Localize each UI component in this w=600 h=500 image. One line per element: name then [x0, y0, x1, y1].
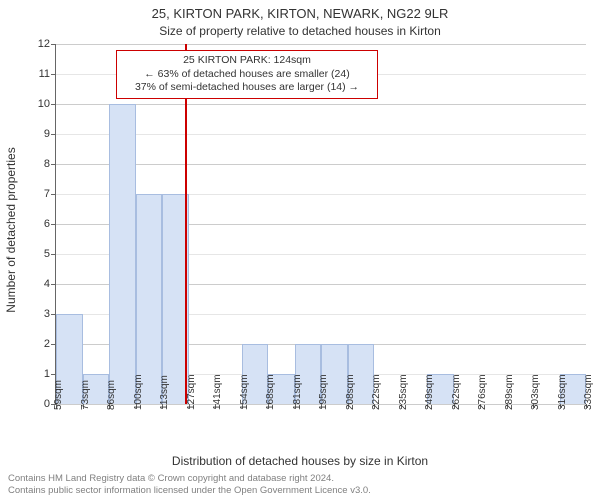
attribution-line-1: Contains HM Land Registry data © Crown c… — [8, 473, 371, 484]
xtick-label: 235sqm — [398, 374, 409, 410]
ytick-label: 12 — [38, 38, 56, 50]
annotation-line: ← 63% of detached houses are smaller (24… — [123, 68, 371, 82]
xtick-label: 141sqm — [212, 374, 223, 410]
xtick-label: 73sqm — [80, 380, 91, 410]
ytick-label: 2 — [44, 338, 56, 350]
chart-container: 25, KIRTON PARK, KIRTON, NEWARK, NG22 9L… — [0, 0, 600, 500]
xtick-label: 127sqm — [186, 374, 197, 410]
ytick-label: 10 — [38, 98, 56, 110]
gridline — [56, 44, 586, 45]
ytick-label: 1 — [44, 368, 56, 380]
xtick-label: 154sqm — [239, 374, 250, 410]
xtick-label: 316sqm — [557, 374, 568, 410]
bar — [136, 194, 163, 404]
xtick-label: 168sqm — [265, 374, 276, 410]
annotation-line: 25 KIRTON PARK: 124sqm — [123, 54, 371, 68]
xtick-label: 303sqm — [530, 374, 541, 410]
bar — [109, 104, 136, 404]
ytick-label: 6 — [44, 218, 56, 230]
xtick-label: 100sqm — [133, 374, 144, 410]
ytick-label: 3 — [44, 308, 56, 320]
xtick-label: 59sqm — [53, 380, 64, 410]
xtick-label: 276sqm — [477, 374, 488, 410]
ytick-label: 9 — [44, 128, 56, 140]
xtick-label: 113sqm — [159, 375, 170, 410]
xtick-label: 181sqm — [292, 374, 303, 410]
plot-area: 012345678910111259sqm73sqm86sqm100sqm113… — [55, 44, 586, 405]
attribution-text: Contains HM Land Registry data © Crown c… — [8, 473, 371, 496]
annotation-line: 37% of semi-detached houses are larger (… — [123, 81, 371, 95]
gridline — [56, 164, 586, 165]
annotation-box: 25 KIRTON PARK: 124sqm← 63% of detached … — [116, 50, 378, 99]
chart-title: 25, KIRTON PARK, KIRTON, NEWARK, NG22 9L… — [0, 6, 600, 21]
xtick-label: 222sqm — [371, 374, 382, 410]
x-axis-label: Distribution of detached houses by size … — [0, 454, 600, 468]
ytick-label: 5 — [44, 248, 56, 260]
xtick-label: 249sqm — [424, 374, 435, 410]
xtick-label: 208sqm — [345, 374, 356, 410]
ytick-label: 7 — [44, 188, 56, 200]
ytick-label: 11 — [39, 68, 56, 80]
xtick-label: 330sqm — [583, 374, 594, 410]
gridline — [56, 104, 586, 105]
xtick-label: 86sqm — [106, 380, 117, 410]
y-axis-label: Number of detached properties — [4, 147, 18, 312]
attribution-line-2: Contains public sector information licen… — [8, 485, 371, 496]
xtick-label: 262sqm — [451, 374, 462, 410]
ytick-label: 4 — [44, 278, 56, 290]
gridline — [56, 134, 586, 135]
xtick-label: 195sqm — [318, 374, 329, 410]
xtick-label: 289sqm — [504, 374, 515, 410]
chart-subtitle: Size of property relative to detached ho… — [0, 24, 600, 38]
ytick-label: 8 — [44, 158, 56, 170]
